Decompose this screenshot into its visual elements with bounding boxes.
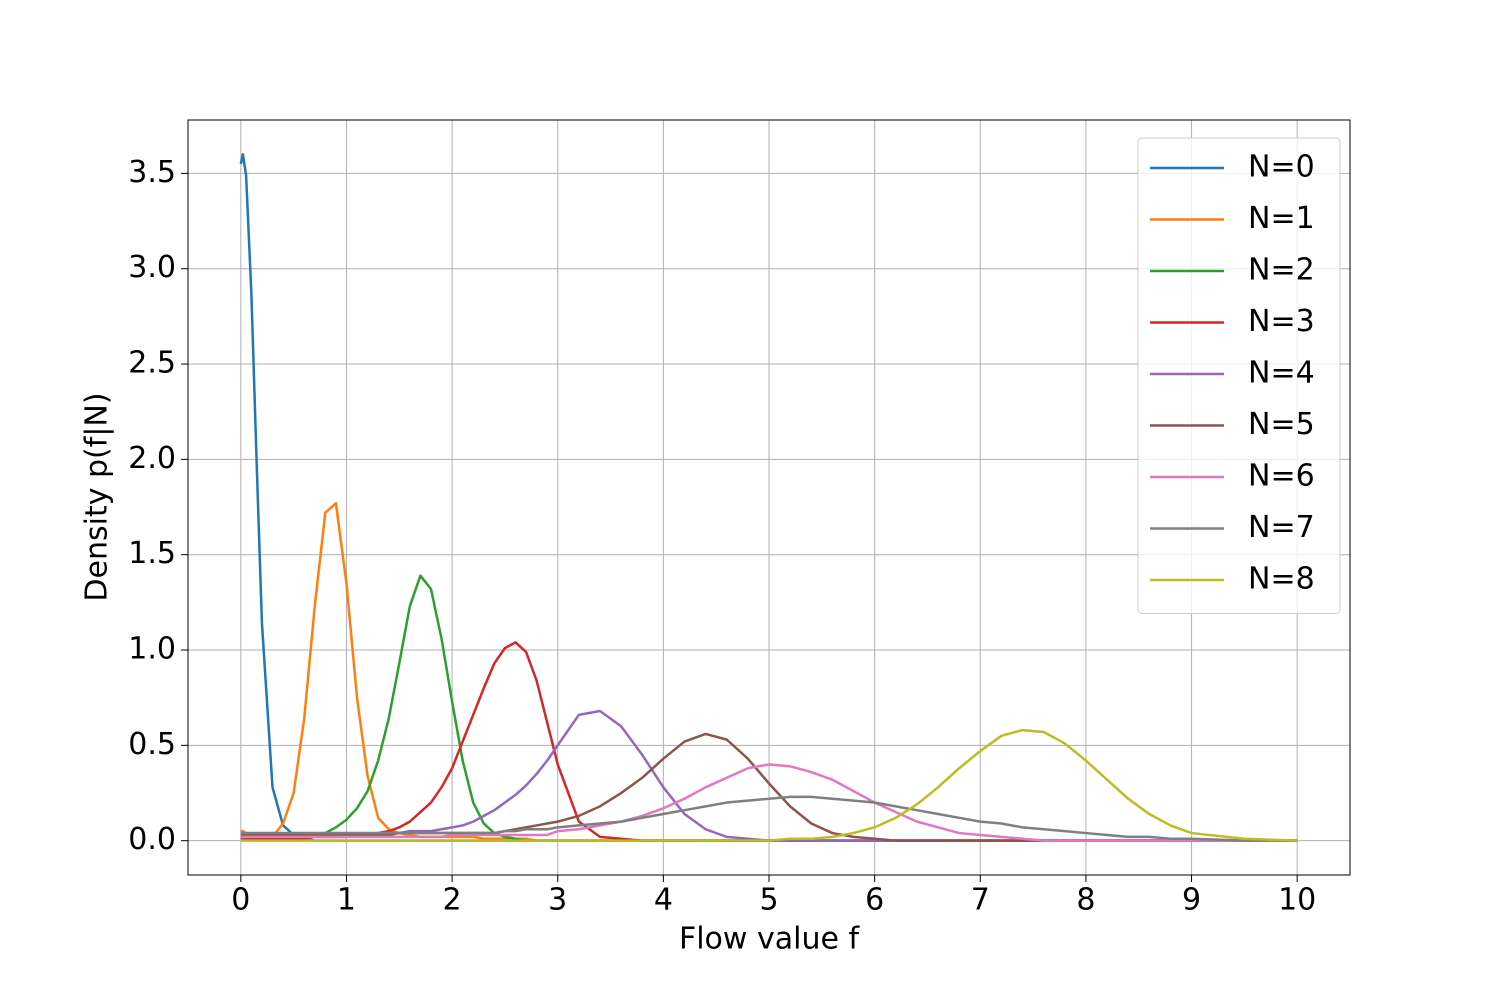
x-tick-label: 7 — [971, 883, 990, 918]
y-tick-label: 3.5 — [128, 155, 176, 190]
legend-label: N=3 — [1248, 304, 1315, 339]
legend: N=0 N=1 N=2 N=3 N=4 N=5 N=6 N=7 N=8 — [1137, 137, 1341, 614]
axes-frame — [187, 119, 1351, 876]
legend-label: N=0 — [1248, 150, 1315, 185]
legend-label: N=8 — [1248, 562, 1315, 597]
y-tick-label: 0.0 — [128, 822, 176, 857]
x-tick-label: 1 — [337, 883, 356, 918]
y-axis-label: Density p(f|N) — [80, 392, 115, 601]
x-tick-label: 0 — [231, 883, 250, 918]
x-tick-label: 8 — [1076, 883, 1095, 918]
x-tick-label: 5 — [759, 883, 778, 918]
y-tick-label: 3.0 — [128, 250, 176, 285]
series-line — [240, 763, 1298, 842]
series-line — [240, 732, 1298, 842]
legend-label: N=5 — [1248, 407, 1315, 442]
y-tick-label: 2.0 — [128, 441, 176, 476]
x-tick-label: 3 — [548, 883, 567, 918]
y-tick-label: 2.5 — [128, 346, 176, 381]
x-tick-label: 10 — [1278, 883, 1316, 918]
y-tick-label: 1.5 — [128, 536, 176, 571]
series-line — [240, 795, 1298, 842]
y-tick-label: 1.0 — [128, 632, 176, 667]
legend-label: N=6 — [1248, 459, 1315, 494]
legend-label: N=7 — [1248, 510, 1315, 545]
legend-box — [1137, 137, 1341, 614]
x-tick-label: 4 — [654, 883, 673, 918]
x-tick-label: 6 — [865, 883, 884, 918]
x-tick-label: 2 — [443, 883, 462, 918]
x-tick-label: 9 — [1182, 883, 1201, 918]
legend-label: N=4 — [1248, 356, 1315, 391]
legend-label: N=1 — [1248, 201, 1315, 236]
legend-label: N=2 — [1248, 253, 1315, 288]
y-tick-label: 0.5 — [128, 727, 176, 762]
series-line — [240, 728, 1298, 842]
x-axis-label: Flow value f — [679, 922, 860, 957]
